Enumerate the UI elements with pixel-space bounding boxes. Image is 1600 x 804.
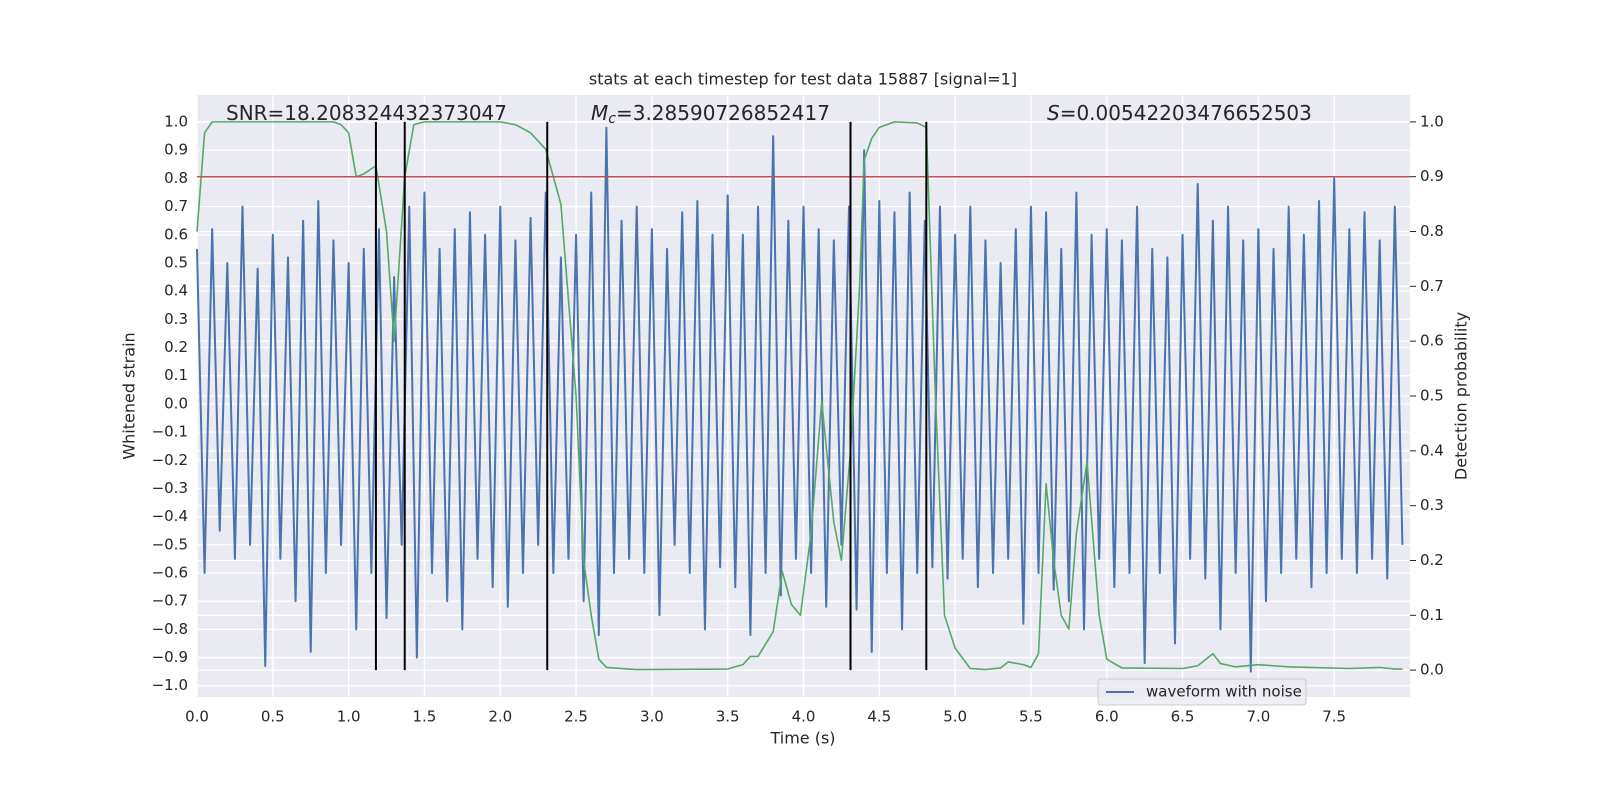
y-tick-label: 1.0	[164, 113, 188, 131]
y2-tick-label: 0.6	[1420, 332, 1444, 350]
annotation-subscript: c	[608, 111, 616, 127]
y-tick-label: −0.6	[152, 563, 188, 581]
y2-tick-label: 0.3	[1420, 496, 1444, 514]
annotation-text: SNR=18.208324432373047	[226, 101, 507, 125]
annotation: Mc=3.28590726852417	[591, 101, 830, 128]
y2-tick-label: 0.1	[1420, 606, 1444, 624]
y2-tick-label: 0.0	[1420, 661, 1444, 679]
annotation-symbol: S	[1047, 101, 1060, 125]
y-tick-label: 0.4	[164, 282, 188, 300]
x-tick-label: 2.5	[564, 708, 588, 726]
y-tick-label: −0.3	[152, 479, 188, 497]
x-tick-label: 4.0	[792, 708, 816, 726]
series-line	[196, 121, 1403, 671]
y-tick-label: 0.9	[164, 141, 188, 159]
y-tick-label: −0.1	[152, 423, 188, 441]
y-tick-label: −1.0	[152, 676, 188, 694]
y2-tick-label: 0.9	[1420, 167, 1444, 185]
annotation: SNR=18.208324432373047	[226, 101, 507, 125]
x-tick-label: 4.5	[867, 708, 891, 726]
y-tick-label: 0.1	[164, 366, 188, 384]
x-tick-label: 7.0	[1246, 708, 1270, 726]
legend-label: waveform with noise	[1146, 683, 1302, 701]
x-tick-label: 2.0	[488, 708, 512, 726]
y-tick-label: −0.8	[152, 620, 188, 638]
x-tick-label: 6.5	[1171, 708, 1195, 726]
annotation: S=0.00542203476652503	[1047, 101, 1312, 125]
y-tick-label: −0.5	[152, 535, 188, 553]
y-tick-label: 0.3	[164, 310, 188, 328]
x-tick-label: 1.0	[337, 708, 361, 726]
x-tick-label: 6.0	[1095, 708, 1119, 726]
y-tick-label: −0.9	[152, 648, 188, 666]
legend-box	[1097, 678, 1307, 706]
y-tick-label: 0.8	[164, 169, 188, 187]
x-tick-label: 5.5	[1019, 708, 1043, 726]
annotation-symbol: M	[591, 101, 608, 125]
y2-tick-label: 0.5	[1420, 387, 1444, 405]
y-tick-label: 0.6	[164, 225, 188, 243]
x-tick-label: 3.5	[716, 708, 740, 726]
y2-tick-label: 0.8	[1420, 222, 1444, 240]
y-tick-label: −0.4	[152, 507, 188, 525]
annotation-text: =3.28590726852417	[616, 101, 830, 125]
y2-tick-label: 0.2	[1420, 551, 1444, 569]
y-tick-label: −0.2	[152, 451, 188, 469]
y-tick-label: 0.0	[164, 394, 188, 412]
y2-tick-label: 0.4	[1420, 441, 1444, 459]
y2-axis-label: Detection probability	[1452, 312, 1471, 480]
y2-tick-label: 0.7	[1420, 277, 1444, 295]
y-tick-label: 0.7	[164, 197, 188, 215]
series-line	[196, 126, 1404, 673]
y-axis-label: Whitened strain	[120, 332, 139, 459]
annotation-text: =0.00542203476652503	[1060, 101, 1312, 125]
x-tick-label: 3.0	[640, 708, 664, 726]
y-tick-label: 0.5	[164, 253, 188, 271]
x-axis-label: Time (s)	[769, 729, 835, 748]
x-tick-label: 0.0	[185, 708, 209, 726]
y-tick-label: 0.2	[164, 338, 188, 356]
y2-tick-label: 1.0	[1420, 112, 1444, 130]
x-tick-label: 5.0	[943, 708, 967, 726]
x-tick-label: 7.5	[1322, 708, 1346, 726]
x-tick-label: 1.5	[413, 708, 437, 726]
chart-title: stats at each timestep for test data 158…	[589, 70, 1017, 89]
y-tick-label: −0.7	[152, 592, 188, 610]
x-tick-label: 0.5	[261, 708, 285, 726]
